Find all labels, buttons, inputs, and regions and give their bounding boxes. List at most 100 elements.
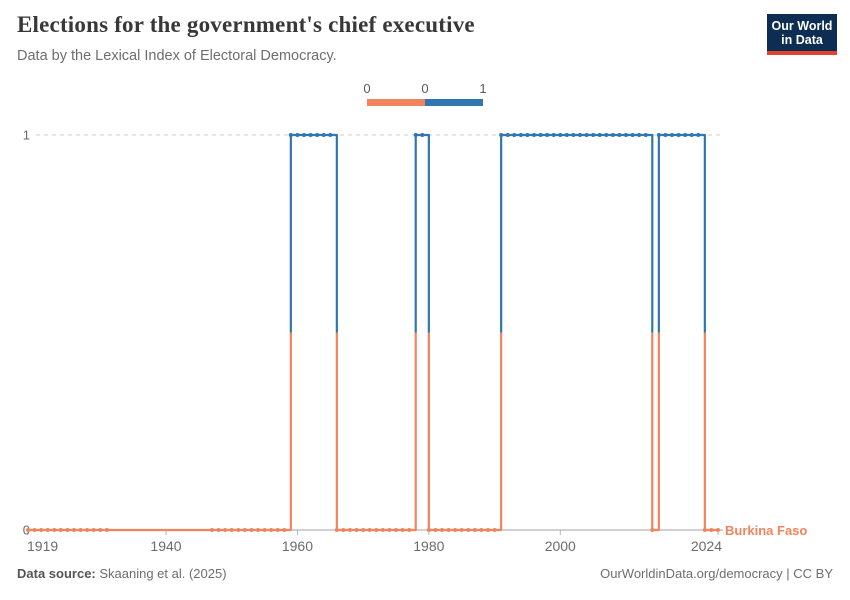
data-point-marker [308, 133, 313, 137]
data-point-marker [558, 133, 563, 137]
data-point-marker [210, 528, 214, 532]
data-point-marker [532, 133, 536, 137]
data-point-marker [545, 133, 550, 137]
data-point-marker [32, 528, 37, 532]
data-point-marker [236, 528, 241, 532]
data-point-marker [348, 528, 352, 532]
data-point-marker [91, 528, 96, 532]
legend-label-0b: 0 [421, 81, 429, 96]
data-point-marker [459, 528, 464, 532]
data-point-marker [709, 528, 714, 532]
x-tick-label: 1960 [282, 538, 313, 554]
data-point-marker [617, 133, 622, 137]
data-point-marker [433, 528, 438, 532]
owid-logo-line2: in Data [781, 33, 823, 47]
data-source: Data source: Skaaning et al. (2025) [17, 566, 227, 581]
x-tick-label: 1980 [413, 538, 444, 554]
data-point-marker [604, 133, 609, 137]
data-point-marker [643, 133, 648, 137]
data-point-marker [499, 133, 504, 137]
data-point-marker [650, 528, 655, 532]
legend-swatch-value-0[interactable] [367, 99, 425, 106]
page-title: Elections for the government's chief exe… [17, 12, 475, 37]
x-tick-label: 1919 [27, 538, 58, 554]
data-point-marker [367, 528, 372, 532]
data-point-marker [413, 133, 418, 137]
data-point-marker [315, 133, 320, 137]
data-point-marker [702, 528, 707, 532]
legend: 0 0 1 [363, 81, 487, 106]
data-point-marker [380, 528, 385, 532]
data-point-marker [716, 528, 720, 532]
data-point-marker [492, 528, 497, 532]
data-point-marker [354, 528, 359, 532]
data-point-marker [446, 528, 451, 532]
data-point-marker [341, 528, 346, 532]
data-point-marker [472, 528, 477, 532]
data-point-marker [689, 133, 694, 137]
data-point-marker [387, 528, 392, 532]
legend-swatch-value-1[interactable] [425, 99, 483, 106]
data-point-marker [65, 528, 70, 532]
data-point-marker [505, 133, 510, 137]
data-point-marker [683, 133, 688, 137]
data-point-marker [374, 528, 379, 532]
data-point-marker [670, 133, 674, 137]
data-point-marker [275, 528, 280, 532]
data-point-marker [26, 528, 30, 532]
y-tick-label: 1 [23, 128, 30, 143]
data-point-marker [624, 133, 628, 137]
data-point-marker [407, 528, 412, 532]
data-point-marker [58, 528, 63, 532]
data-point-marker [72, 528, 76, 532]
data-point-marker [453, 528, 458, 532]
data-point-marker [249, 528, 254, 532]
data-point-marker [216, 528, 221, 532]
legend-label-0: 0 [363, 81, 371, 96]
data-point-marker [440, 528, 444, 532]
x-tick-label: 1940 [150, 538, 181, 554]
data-point-marker [229, 528, 234, 532]
data-point-marker [45, 528, 50, 532]
data-point-marker [591, 133, 596, 137]
data-point-marker [328, 133, 333, 137]
data-point-marker [85, 528, 90, 532]
data-point-marker [78, 528, 83, 532]
data-point-marker [486, 528, 490, 532]
data-source-label: Data source: [17, 566, 96, 581]
data-point-marker [630, 133, 635, 137]
data-point-marker [288, 133, 293, 137]
data-point-marker [394, 528, 398, 532]
data-point-marker [538, 133, 543, 137]
owid-logo[interactable]: Our World in Data [767, 14, 837, 55]
legend-labels: 0 0 1 [363, 81, 486, 96]
data-point-marker [551, 133, 556, 137]
data-point-marker [597, 133, 602, 137]
data-point-marker [564, 133, 569, 137]
data-point-marker [295, 133, 300, 137]
data-point-marker [663, 133, 668, 137]
legend-bars [367, 99, 483, 106]
data-point-marker [466, 528, 471, 532]
data-point-marker [302, 133, 306, 137]
data-point-marker [400, 528, 405, 532]
data-source-value: Skaaning et al. (2025) [95, 566, 227, 581]
data-point-marker [269, 528, 274, 532]
x-tick-label: 2000 [545, 538, 576, 554]
data-point-marker [578, 133, 582, 137]
data-point-marker [426, 528, 431, 532]
data-point-marker [223, 528, 228, 532]
data-point-marker [512, 133, 517, 137]
data-point-marker [334, 528, 339, 532]
data-point-marker [321, 133, 326, 137]
entity-label: Burkina Faso [725, 523, 807, 538]
data-point-marker [571, 133, 576, 137]
data-point-marker [104, 528, 109, 532]
data-point-marker [361, 528, 366, 532]
footer-credit-link[interactable]: OurWorldinData.org/democracy | CC BY [600, 566, 833, 581]
data-point-marker [696, 133, 701, 137]
data-point-marker [242, 528, 247, 532]
page-subtitle: Data by the Lexical Index of Electoral D… [17, 48, 337, 64]
data-point-marker [656, 133, 661, 137]
